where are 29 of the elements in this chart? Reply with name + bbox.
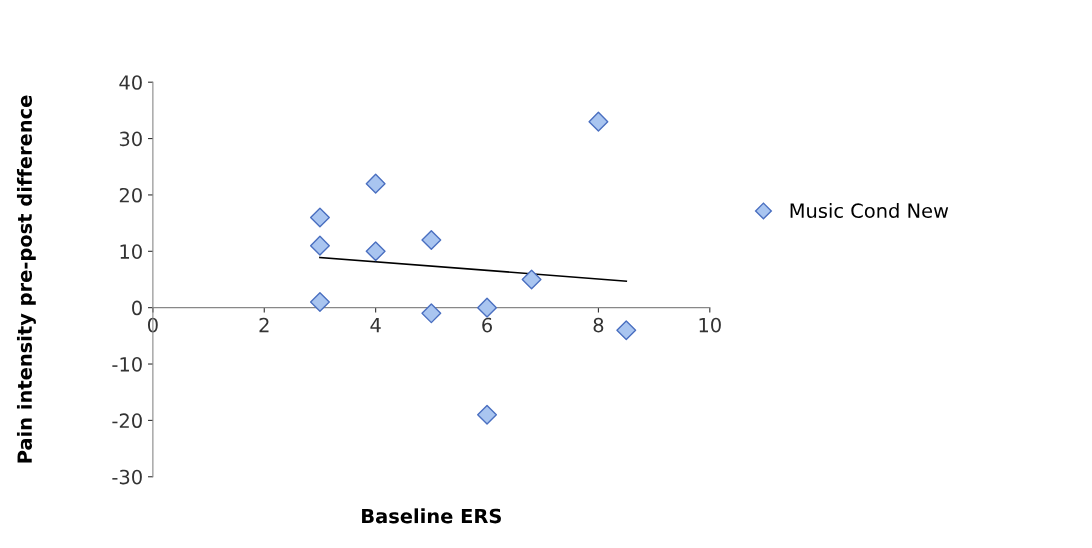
y-axis-title: Pain intensity pre-post difference bbox=[16, 95, 36, 463]
y-tick-label: 30 bbox=[119, 131, 142, 147]
point bbox=[309, 235, 330, 256]
point bbox=[309, 292, 330, 313]
point bbox=[521, 269, 542, 290]
point bbox=[309, 207, 330, 228]
y-tick-label: 0 bbox=[132, 300, 142, 316]
point bbox=[616, 320, 637, 341]
point bbox=[477, 297, 498, 318]
x-tick-label: 0 bbox=[147, 317, 158, 333]
y-tick-label: 40 bbox=[119, 75, 142, 90]
y-tick-label: 10 bbox=[120, 244, 142, 259]
x-tick-label: 4 bbox=[370, 317, 381, 333]
point bbox=[477, 404, 498, 425]
x-tick-label: 10 bbox=[699, 317, 721, 333]
y-tick-label: -30 bbox=[112, 469, 142, 485]
point bbox=[421, 230, 442, 251]
point bbox=[365, 173, 386, 194]
y-tick-label: -20 bbox=[112, 413, 142, 429]
point bbox=[365, 241, 386, 262]
x-tick-label: 8 bbox=[593, 317, 604, 333]
point bbox=[421, 303, 442, 324]
y-tick-label: -10 bbox=[112, 356, 142, 372]
legend-label: Music Cond New bbox=[790, 203, 949, 219]
x-tick-label: 6 bbox=[482, 317, 492, 333]
x-tick-label: 2 bbox=[259, 317, 269, 333]
x-axis-title: Baseline ERS bbox=[362, 508, 501, 524]
point bbox=[588, 111, 609, 132]
y-tick-label: 20 bbox=[119, 187, 142, 203]
